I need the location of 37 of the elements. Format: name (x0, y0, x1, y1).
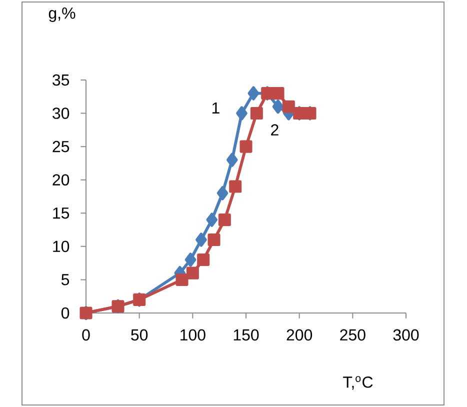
point (226, 152, 238, 167)
y-tick-label: 20 (52, 174, 70, 186)
series-label: 1 (212, 102, 220, 114)
point (184, 252, 196, 267)
x-axis-title: T,$^{o}$C (343, 376, 373, 390)
point (196, 232, 207, 247)
point (240, 140, 252, 153)
point (248, 86, 260, 100)
point (216, 186, 228, 200)
point (186, 266, 199, 280)
y-axis-title: g,% (48, 8, 76, 22)
point (197, 253, 210, 266)
point (272, 87, 284, 100)
series-label: 2 (271, 124, 278, 136)
point (236, 106, 248, 120)
point (218, 214, 231, 226)
point (272, 100, 284, 114)
point (206, 212, 218, 227)
y-tick-label: 30 (52, 108, 70, 119)
y-tick-label: 10 (53, 240, 70, 252)
point (229, 180, 242, 193)
x-tick-label: 100 (180, 329, 206, 341)
x-tick-label: 150 (234, 329, 259, 341)
x-tick-label: 50 (131, 329, 148, 341)
point (208, 234, 220, 246)
y-tick-label: 15 (53, 208, 70, 219)
x-tick-label: 250 (340, 329, 366, 341)
point (176, 273, 188, 286)
y-tick-label: 5 (61, 274, 70, 286)
y-tick-label: 0 (61, 307, 70, 319)
x-tick-label: 300 (393, 329, 419, 341)
x-tick-label: 0 (82, 329, 90, 341)
y-tick-label: 35 (52, 74, 70, 86)
point (282, 100, 295, 113)
y-tick-label: 25 (52, 140, 70, 152)
point (250, 107, 263, 120)
x-tick-label: 200 (286, 329, 312, 341)
